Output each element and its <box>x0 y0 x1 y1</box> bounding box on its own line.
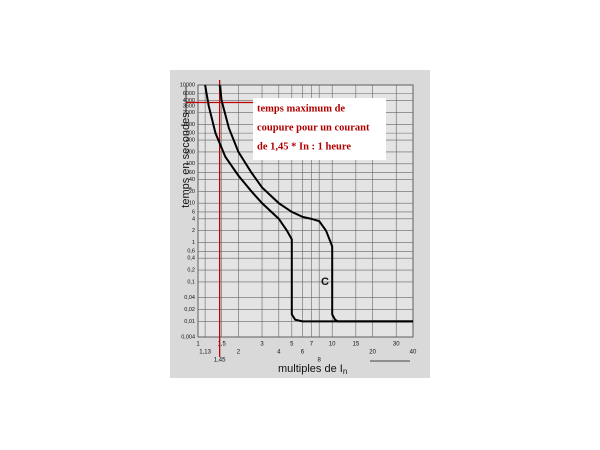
x-tick-label: 6 <box>301 350 305 356</box>
x-tick-label: 7 <box>310 342 314 348</box>
trip-curve <box>204 84 413 323</box>
y-tick-label: 10000 <box>180 82 195 88</box>
y-tick-label: 6 <box>192 209 195 215</box>
annotation-line: temps maximum de <box>257 103 345 114</box>
x-tick-label: 1 <box>196 342 200 348</box>
y-tick-label: 60 <box>189 170 195 176</box>
y-tick-label: 1 <box>192 240 195 246</box>
x-tick-label: 20 <box>369 350 376 356</box>
y-tick-label: 2 <box>192 228 195 234</box>
x-tick-label: 5 <box>290 342 294 348</box>
x-tick-label: 8 <box>318 358 322 364</box>
annotation-line: de 1,45 * In : 1 heure <box>257 141 351 152</box>
x-tick-label: 15 <box>352 342 359 348</box>
y-tick-label: 100 <box>186 161 195 167</box>
y-tick-label: 400 <box>186 138 195 144</box>
y-tick-label: 0,4 <box>187 256 195 262</box>
y-tick-label: 200 <box>186 149 195 155</box>
y-tick-label: 4000 <box>183 98 195 104</box>
y-axis-label: temps en secondes <box>180 112 192 208</box>
y-tick-label: 2000 <box>183 110 195 116</box>
x-axis-label: multiples de In <box>278 363 347 376</box>
x-tick-label: 30 <box>393 342 400 348</box>
y-tick-label: 40 <box>189 177 195 183</box>
annotation: temps maximum de coupure pour un courant d… <box>257 103 370 152</box>
y-tick-label: 1000 <box>183 122 195 128</box>
x-tick-label: 2 <box>237 350 241 356</box>
annotation-line: coupure pour un courant <box>257 122 370 133</box>
x-tick-label: 1,13 <box>199 350 211 356</box>
y-tick-label: 600 <box>186 131 195 137</box>
y-tick-label: 0,1 <box>187 279 195 285</box>
annotation-box <box>253 98 386 160</box>
x-axis-label-sub: n <box>343 367 347 376</box>
y-tick-label: 0,02 <box>184 307 195 313</box>
x-tick-label: 1,5 <box>217 342 226 348</box>
x-tick-label: 1,45 <box>214 358 226 364</box>
y-tick-label: 0,004 <box>181 334 195 340</box>
x-tick-label: 40 <box>410 350 417 356</box>
x-tick-label: 3 <box>260 342 264 348</box>
y-tick-label: 20 <box>189 189 195 195</box>
y-tick-label: 6000 <box>183 91 195 97</box>
x-tick-label: 4 <box>277 350 281 356</box>
y-tick-label: 10 <box>189 201 195 207</box>
y-tick-label: 0,6 <box>187 249 195 255</box>
y-tick-label: 0,2 <box>187 268 195 274</box>
x-axis-label-main: multiples de I <box>278 363 343 375</box>
trip-curve <box>218 84 413 323</box>
x-tick-label: 10 <box>329 342 336 348</box>
curve-label: C <box>321 276 329 288</box>
y-tick-label: 4 <box>192 216 195 222</box>
y-tick-label: 3600 <box>183 104 195 110</box>
y-tick-label: 0,04 <box>184 295 195 301</box>
y-tick-label: 0,01 <box>184 319 195 325</box>
